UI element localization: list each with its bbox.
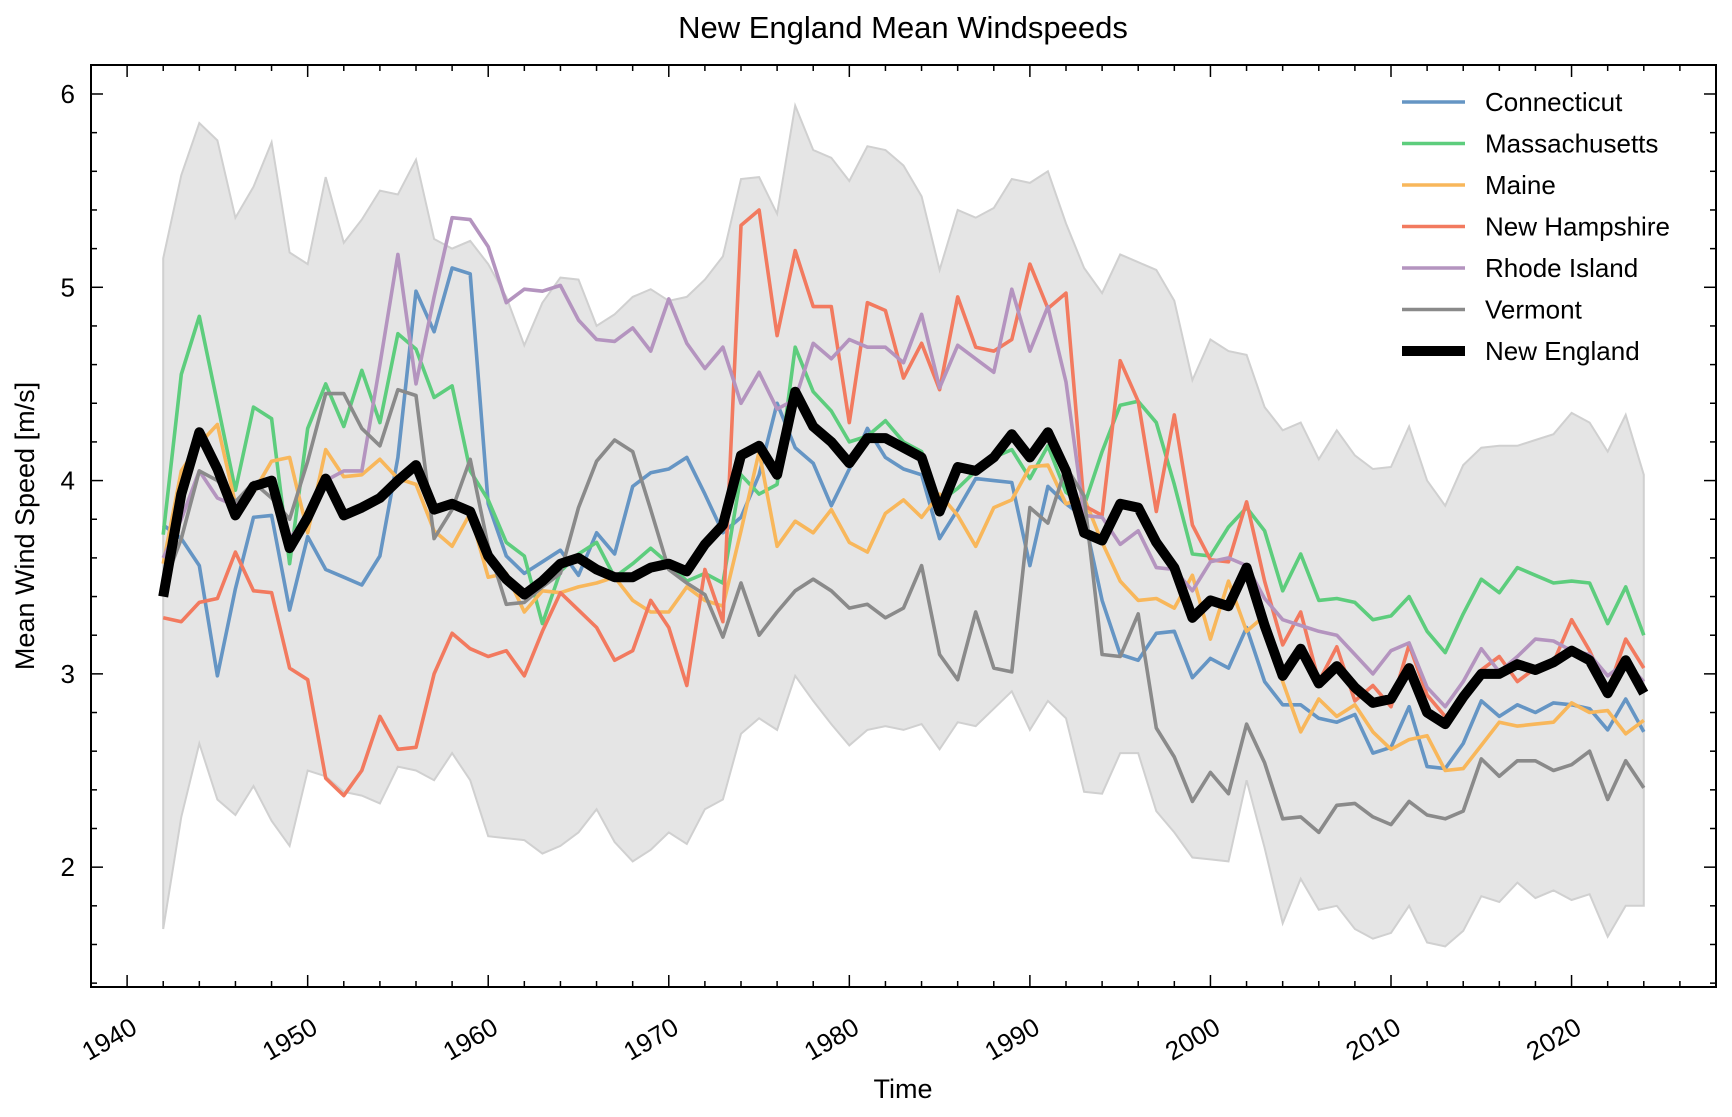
legend-label: Maine bbox=[1485, 170, 1556, 200]
legend-label: New Hampshire bbox=[1485, 212, 1670, 242]
y-tick-label: 5 bbox=[61, 272, 75, 302]
x-tick-label: 2000 bbox=[1160, 1012, 1225, 1067]
x-tick-label: 2020 bbox=[1521, 1012, 1586, 1067]
y-tick-label: 6 bbox=[61, 79, 75, 109]
legend-label: Vermont bbox=[1485, 295, 1583, 325]
x-tick-label: 1940 bbox=[77, 1012, 142, 1067]
x-tick-label: 2010 bbox=[1341, 1012, 1406, 1067]
band-area bbox=[162, 101, 1645, 948]
y-tick-label: 2 bbox=[61, 852, 75, 882]
legend-label: Rhode Island bbox=[1485, 253, 1638, 283]
y-axis-label: Mean Wind Speed [m/s] bbox=[10, 382, 40, 670]
series-line-maine bbox=[161, 422, 1645, 773]
x-tick-label: 1950 bbox=[257, 1012, 322, 1067]
min-max-band bbox=[162, 101, 1645, 948]
plot-frame bbox=[90, 64, 1717, 988]
x-tick-label: 1960 bbox=[438, 1012, 503, 1067]
x-axis-label: Time bbox=[874, 1074, 933, 1104]
series-lines bbox=[158, 208, 1649, 835]
series-line-rhode-island bbox=[161, 215, 1646, 709]
legend-label: Connecticut bbox=[1485, 87, 1623, 117]
series-line-new-england bbox=[158, 386, 1649, 730]
legend: Connecticut Massachusetts Maine New Hampshi… bbox=[1402, 87, 1670, 366]
legend-label: Massachusetts bbox=[1485, 129, 1658, 159]
legend-label: New England bbox=[1485, 336, 1640, 366]
x-tick-label: 1970 bbox=[618, 1012, 683, 1067]
y-tick-label: 4 bbox=[61, 466, 75, 496]
series-line-vermont bbox=[161, 387, 1646, 835]
x-tick-label: 1980 bbox=[799, 1012, 864, 1067]
chart-title: New England Mean Windspeeds bbox=[678, 10, 1128, 45]
x-tick-label: 1990 bbox=[979, 1012, 1044, 1067]
y-tick-label: 3 bbox=[61, 659, 75, 689]
